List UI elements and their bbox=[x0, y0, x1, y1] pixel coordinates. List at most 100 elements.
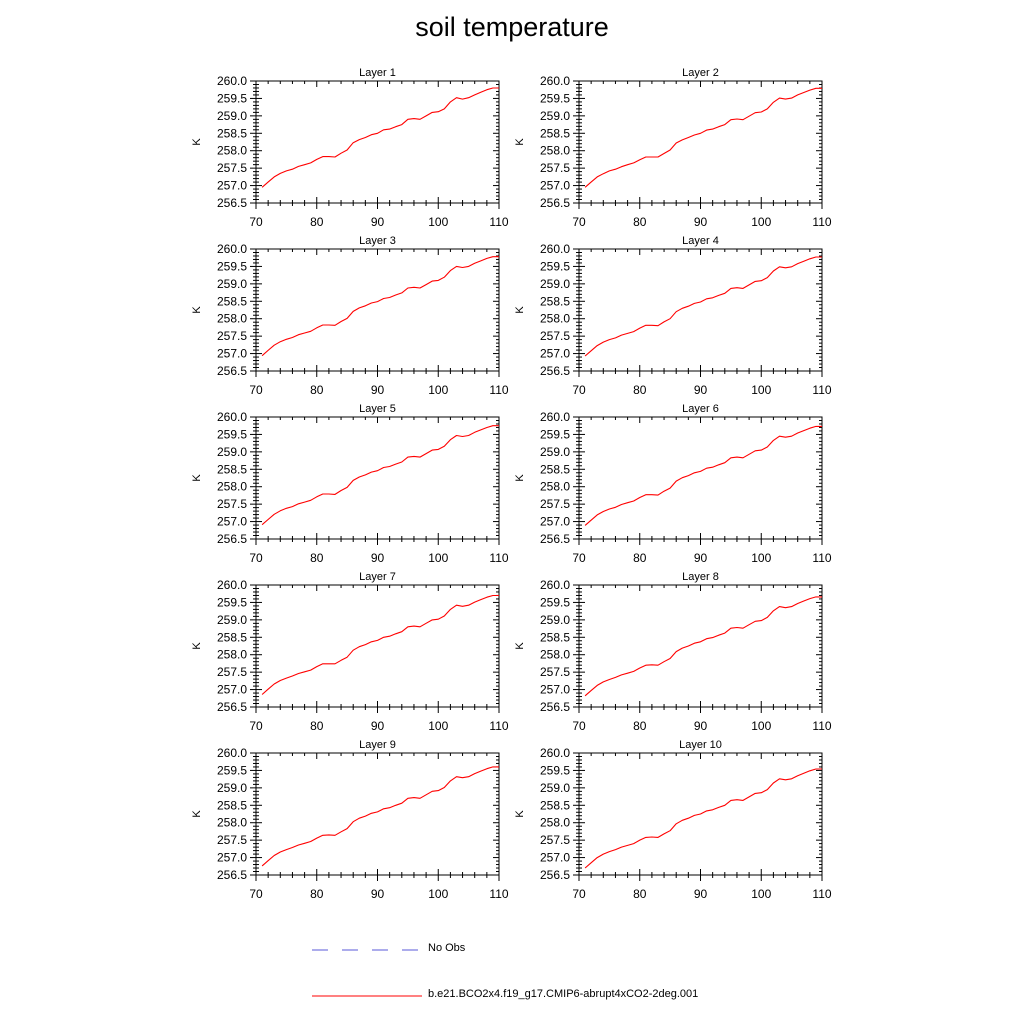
x-tick-label: 100 bbox=[428, 383, 448, 397]
plot-frame bbox=[578, 584, 823, 708]
y-tick-label: 259.5 bbox=[540, 763, 570, 777]
y-tick-label: 257.0 bbox=[217, 683, 247, 697]
y-tick-label: 260.0 bbox=[217, 746, 247, 760]
y-tick-label: 257.0 bbox=[540, 683, 570, 697]
y-tick-label: 258.0 bbox=[217, 816, 247, 830]
y-tick-label: 256.5 bbox=[217, 532, 247, 546]
y-tick-label: 256.5 bbox=[540, 700, 570, 714]
y-tick-label: 260.0 bbox=[540, 746, 570, 760]
x-tick-label: 110 bbox=[812, 215, 831, 229]
x-tick-label: 80 bbox=[633, 887, 647, 901]
x-tick-label: 80 bbox=[310, 215, 324, 229]
x-tick-label: 100 bbox=[751, 215, 771, 229]
y-tick-label: 257.0 bbox=[217, 851, 247, 865]
x-tick-label: 80 bbox=[310, 719, 324, 733]
chart-title: soil temperature bbox=[415, 12, 609, 42]
x-tick-label: 90 bbox=[694, 215, 708, 229]
panel-layer-9: Layer 9 K 260.0 259.5 259.0 258.5 258.0 257.5 25… bbox=[191, 739, 509, 901]
y-tick-label: 259.5 bbox=[217, 595, 247, 609]
y-tick-label: 257.0 bbox=[540, 179, 570, 193]
y-tick-label: 258.5 bbox=[540, 630, 570, 644]
x-tick-label: 110 bbox=[812, 719, 831, 733]
x-tick-label: 100 bbox=[751, 551, 771, 565]
y-tick-label: 260.0 bbox=[540, 410, 570, 424]
y-tick-label: 257.5 bbox=[217, 497, 247, 511]
y-tick-label: 258.0 bbox=[217, 648, 247, 662]
series-line-model bbox=[261, 766, 499, 867]
y-axis-label: K bbox=[191, 642, 203, 650]
panel-layer-7: Layer 7 K 260.0 259.5 259.0 258.5 258.0 257.5 25… bbox=[191, 571, 509, 733]
y-axis-label: K bbox=[514, 306, 526, 314]
panel-layer-8: Layer 8 K 260.0 259.5 259.0 258.5 258.0 257.5 25… bbox=[514, 571, 832, 733]
y-axis-label: K bbox=[191, 306, 203, 314]
y-tick-label: 257.0 bbox=[217, 347, 247, 361]
y-tick-label: 260.0 bbox=[540, 578, 570, 592]
series-line-model bbox=[584, 596, 822, 697]
x-tick-label: 90 bbox=[371, 551, 385, 565]
x-tick-label: 80 bbox=[633, 551, 647, 565]
x-tick-label: 110 bbox=[489, 887, 508, 901]
x-tick-label: 80 bbox=[310, 551, 324, 565]
y-tick-label: 257.5 bbox=[540, 665, 570, 679]
y-tick-label: 258.5 bbox=[540, 126, 570, 140]
y-tick-label: 258.0 bbox=[540, 312, 570, 326]
y-tick-label: 257.0 bbox=[540, 515, 570, 529]
y-tick-label: 256.5 bbox=[217, 700, 247, 714]
y-tick-label: 259.0 bbox=[540, 781, 570, 795]
y-tick-label: 257.0 bbox=[217, 179, 247, 193]
x-tick-label: 80 bbox=[633, 383, 647, 397]
x-tick-label: 110 bbox=[489, 719, 508, 733]
y-tick-label: 259.0 bbox=[217, 445, 247, 459]
panel-layer-2: Layer 2 K 260.0 259.5 259.0 258.5 258.0 257.5 25… bbox=[514, 67, 832, 229]
plot-frame bbox=[255, 584, 500, 708]
y-tick-label: 256.5 bbox=[540, 196, 570, 210]
x-tick-label: 90 bbox=[371, 719, 385, 733]
x-tick-label: 70 bbox=[249, 383, 263, 397]
y-tick-label: 256.5 bbox=[540, 868, 570, 882]
panel-title: Layer 1 bbox=[359, 67, 396, 79]
y-tick-label: 256.5 bbox=[217, 196, 247, 210]
y-tick-label: 259.0 bbox=[540, 613, 570, 627]
legend-swatch-solid bbox=[312, 995, 422, 997]
y-tick-label: 256.5 bbox=[540, 532, 570, 546]
x-tick-label: 110 bbox=[812, 383, 831, 397]
y-tick-label: 258.5 bbox=[540, 294, 570, 308]
y-tick-label: 259.5 bbox=[217, 91, 247, 105]
x-tick-label: 90 bbox=[694, 383, 708, 397]
x-tick-label: 100 bbox=[751, 719, 771, 733]
y-tick-label: 259.0 bbox=[217, 277, 247, 291]
panel-layer-1: Layer 1 K 260.0 259.5 259.0 258.5 258.0 257.5 25… bbox=[191, 67, 509, 229]
y-tick-label: 257.5 bbox=[540, 833, 570, 847]
y-tick-label: 260.0 bbox=[217, 242, 247, 256]
y-tick-label: 259.0 bbox=[540, 445, 570, 459]
x-tick-label: 90 bbox=[694, 887, 708, 901]
x-tick-label: 110 bbox=[812, 551, 831, 565]
y-tick-label: 259.5 bbox=[540, 91, 570, 105]
y-tick-label: 258.5 bbox=[217, 630, 247, 644]
series-line-model bbox=[261, 425, 499, 526]
panel-layer-5: Layer 5 K 260.0 259.5 259.0 258.5 258.0 257.5 25… bbox=[191, 403, 509, 565]
legend-label-obs: No Obs bbox=[428, 942, 466, 954]
panel-title: Layer 6 bbox=[682, 403, 719, 415]
series-line-model bbox=[261, 256, 499, 357]
x-tick-label: 80 bbox=[633, 215, 647, 229]
y-tick-label: 260.0 bbox=[540, 74, 570, 88]
y-tick-label: 259.5 bbox=[217, 427, 247, 441]
panel-title: Layer 8 bbox=[682, 571, 719, 583]
y-tick-label: 259.0 bbox=[217, 613, 247, 627]
y-tick-label: 259.5 bbox=[217, 763, 247, 777]
y-tick-label: 258.5 bbox=[540, 798, 570, 812]
y-tick-label: 258.0 bbox=[540, 816, 570, 830]
panel-layer-4: Layer 4 K 260.0 259.5 259.0 258.5 258.0 257.5 25… bbox=[514, 235, 832, 397]
legend-swatch-dashed bbox=[312, 949, 422, 951]
panel-title: Layer 4 bbox=[682, 235, 719, 247]
y-tick-label: 257.5 bbox=[217, 665, 247, 679]
y-tick-label: 258.0 bbox=[540, 480, 570, 494]
panel-title: Layer 10 bbox=[679, 739, 722, 751]
y-tick-label: 259.0 bbox=[540, 109, 570, 123]
x-tick-label: 70 bbox=[249, 887, 263, 901]
y-tick-label: 258.0 bbox=[217, 312, 247, 326]
y-tick-label: 259.5 bbox=[540, 595, 570, 609]
y-tick-label: 258.5 bbox=[217, 294, 247, 308]
panel-title: Layer 9 bbox=[359, 739, 396, 751]
